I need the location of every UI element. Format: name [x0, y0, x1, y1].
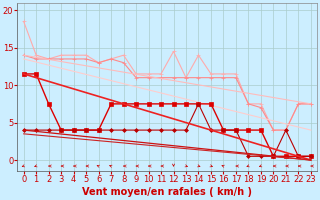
X-axis label: Vent moyen/en rafales ( km/h ): Vent moyen/en rafales ( km/h ) [82, 187, 252, 197]
